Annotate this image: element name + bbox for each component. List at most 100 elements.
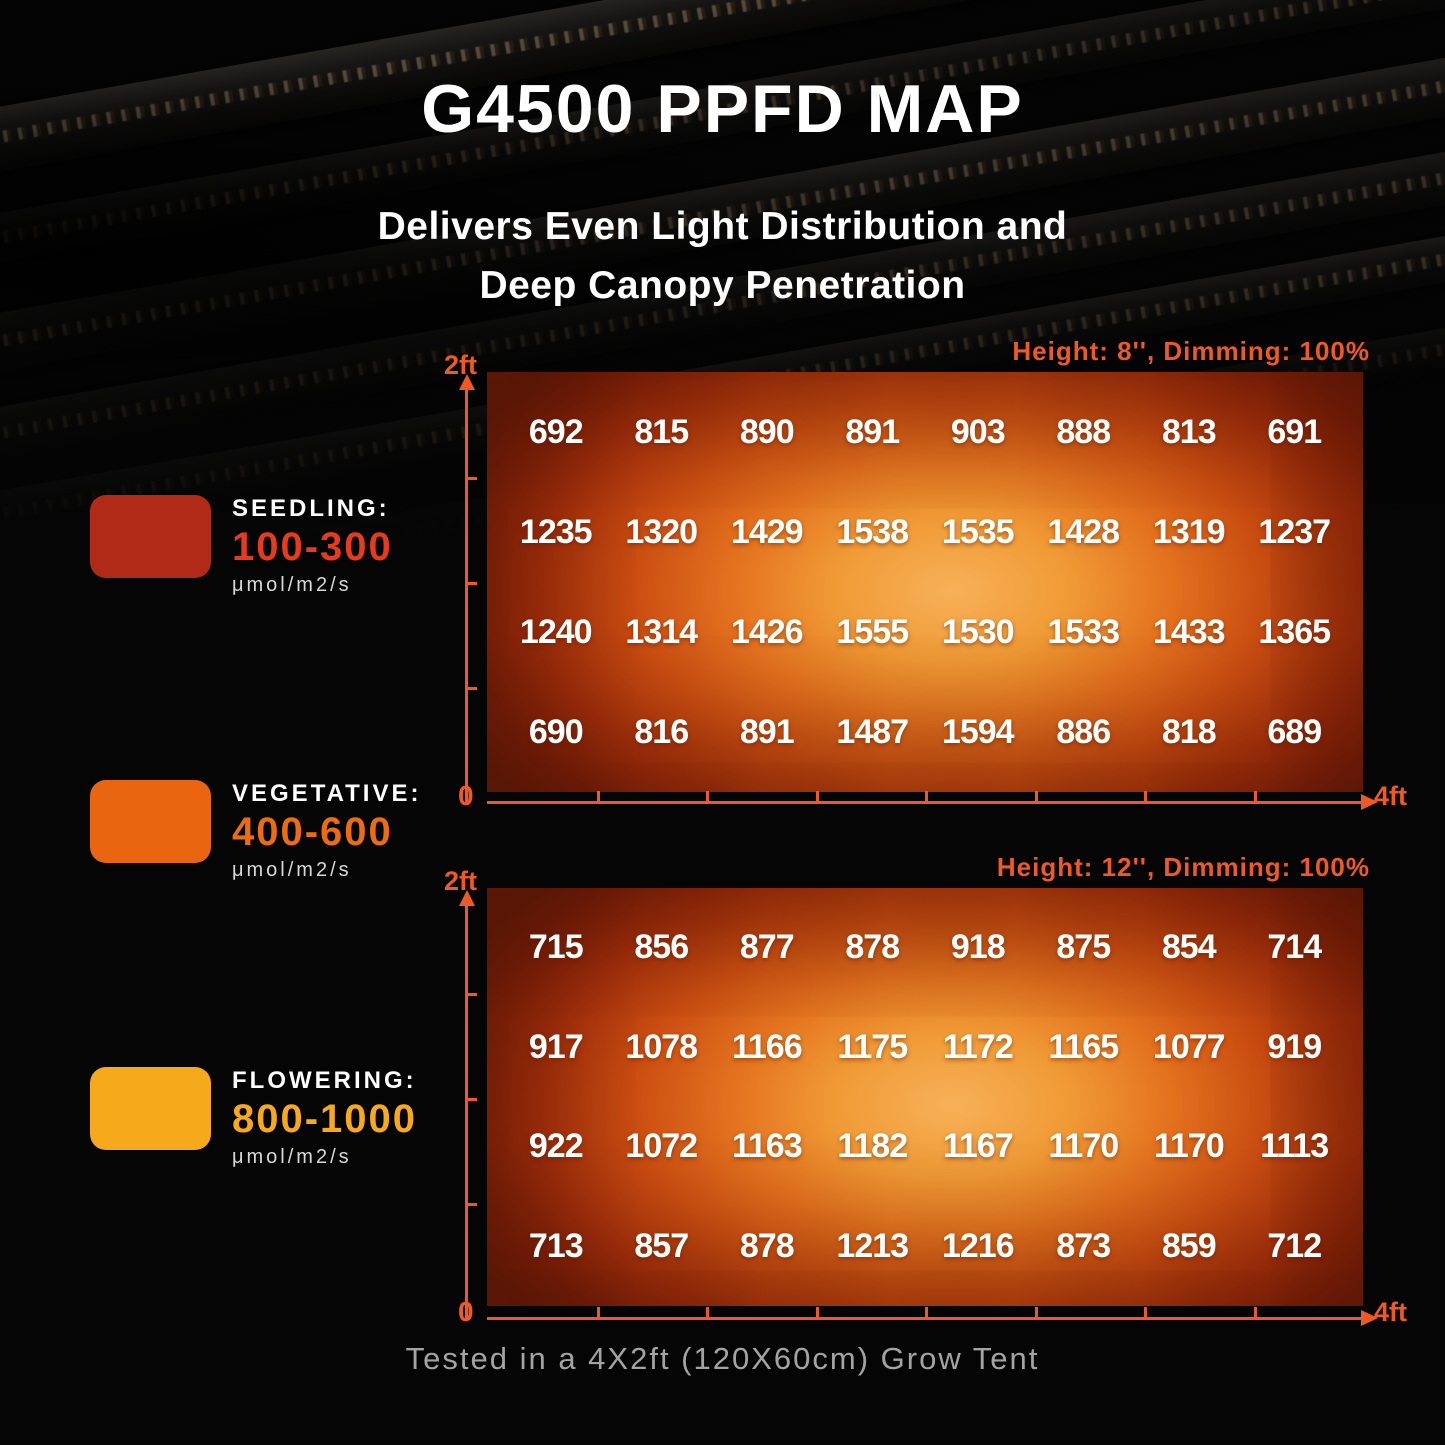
legend-text-block: VEGETATIVE: 400-600 μmol/m2/s: [232, 780, 421, 882]
x-axis-tick: [815, 1307, 819, 1318]
chart-condition-label: Height: 8'', Dimming: 100%: [1012, 336, 1370, 366]
x-axis-max-label: 4ft: [1374, 1297, 1407, 1327]
x-axis-tick: [925, 791, 928, 802]
ppfd-value: 1530: [941, 612, 1015, 651]
ppfd-value: 690: [528, 712, 584, 751]
ppfd-value: 1535: [941, 512, 1015, 551]
ppfd-value: 1555: [836, 612, 909, 651]
y-axis-tick: [465, 993, 477, 996]
legend-range-value: 800-1000: [232, 1097, 418, 1141]
ppfd-value: 1240: [519, 612, 593, 651]
ppfd-value: 1594: [941, 712, 1015, 751]
ppfd-value: 1538: [836, 512, 909, 551]
x-axis-line: [487, 1310, 1378, 1326]
ppfd-value: 1533: [1047, 612, 1120, 651]
ppfd-value: 714: [1267, 928, 1322, 967]
ppfd-value: 886: [1056, 712, 1111, 751]
legend-unit-label: μmol/m2/s: [232, 859, 352, 881]
x-axis-tick: [596, 1307, 600, 1318]
heatmap-area: 692 815 890 891 903 888 813 691 1235 1320 1429 1538…: [487, 372, 1363, 792]
x-axis-tick: [1144, 791, 1147, 802]
legend-stage-label: VEGETATIVE:: [232, 780, 422, 807]
ppfd-value: 713: [528, 1226, 584, 1265]
x-axis-tick: [815, 791, 819, 802]
ppfd-value: 1487: [836, 712, 909, 751]
ppfd-value: 891: [739, 712, 795, 751]
ppfd-value: 1426: [730, 612, 804, 651]
ppfd-value: 1182: [837, 1127, 908, 1166]
y-axis-line: [459, 374, 475, 804]
ppfd-value: 856: [634, 928, 689, 967]
ppfd-value: 1170: [1153, 1127, 1225, 1166]
ppfd-heatmap-12in: Height: 12'', Dimming: 100% 2ft 0 4ft 71…: [420, 846, 1430, 1351]
heatmap-area: 715 856 877 878 918 875 854 714 917 1078 1166 1175 1…: [487, 888, 1363, 1306]
legend-item-vegetative: VEGETATIVE: 400-600 μmol/m2/s: [90, 780, 421, 882]
ppfd-value: 917: [528, 1027, 584, 1066]
ppfd-value: 859: [1161, 1226, 1217, 1265]
ppfd-value: 1365: [1258, 612, 1331, 651]
ppfd-value: 903: [950, 412, 1006, 451]
legend-item-seedling: SEEDLING: 100-300 μmol/m2/s: [90, 495, 393, 597]
test-condition-note: Tested in a 4X2ft (120X60cm) Grow Tent: [405, 1341, 1040, 1376]
ppfd-value: 818: [1161, 712, 1217, 751]
ppfd-value: 1216: [941, 1226, 1015, 1265]
legend-unit-label: μmol/m2/s: [232, 1146, 352, 1168]
y-axis-line: [459, 890, 475, 1320]
ppfd-value: 1170: [1048, 1127, 1119, 1166]
legend-range-value: 400-600: [232, 810, 393, 854]
ppfd-value-grid: 715 856 877 878 918 875 854 714 917 1078 1166 1175 1…: [487, 888, 1363, 1306]
ppfd-value: 1429: [730, 512, 804, 551]
ppfd-value: 1072: [625, 1127, 698, 1166]
flowering-color-swatch: [90, 1067, 211, 1150]
ppfd-value: 813: [1161, 412, 1217, 451]
x-axis-tick: [1253, 1307, 1257, 1318]
legend-stage-label: FLOWERING:: [232, 1067, 417, 1094]
ppfd-value: 875: [1056, 928, 1111, 967]
x-axis-tick: [706, 791, 709, 802]
x-axis-tick: [1034, 1307, 1038, 1318]
x-axis-tick: [1253, 791, 1257, 802]
page-subtitle: Delivers Even Light Distribution and Dee…: [0, 198, 1445, 315]
legend-text-block: FLOWERING: 800-1000 μmol/m2/s: [232, 1067, 417, 1169]
ppfd-value: 918: [950, 928, 1006, 967]
x-axis-max-label: 4ft: [1374, 781, 1407, 811]
x-axis-tick: [925, 1307, 928, 1318]
y-axis-tick: [465, 477, 477, 480]
ppfd-value-grid: 692 815 890 891 903 888 813 691 1235 1320 1429 1538…: [487, 372, 1363, 792]
ppfd-value: 1165: [1048, 1027, 1119, 1066]
ppfd-value: 1237: [1258, 512, 1331, 551]
x-axis-tick: [706, 1307, 709, 1318]
legend-range-value: 100-300: [232, 525, 393, 569]
ppfd-value: 1163: [731, 1127, 803, 1166]
x-axis-arrow-icon: [1361, 1310, 1378, 1326]
ppfd-value: 854: [1161, 928, 1217, 967]
ppfd-value: 1213: [836, 1226, 909, 1265]
y-axis-tick: [465, 687, 477, 690]
legend-item-flowering: FLOWERING: 800-1000 μmol/m2/s: [90, 1067, 417, 1169]
ppfd-heatmap-8in: Height: 8'', Dimming: 100% 2ft 0 4ft 692…: [420, 330, 1430, 835]
ppfd-value: 692: [528, 412, 584, 451]
ppfd-value: 857: [634, 1226, 689, 1265]
ppfd-value: 1167: [942, 1127, 1014, 1166]
ppfd-value: 815: [634, 412, 689, 451]
page-title: G4500 PPFD MAP: [421, 71, 1024, 147]
ppfd-value: 1077: [1152, 1027, 1226, 1066]
ppfd-value: 1314: [625, 612, 698, 651]
x-axis-line: [487, 794, 1378, 810]
x-axis-arrow-icon: [1361, 794, 1378, 810]
ppfd-value: 691: [1267, 412, 1322, 451]
vegetative-color-swatch: [90, 780, 211, 863]
ppfd-value: 816: [634, 712, 689, 751]
ppfd-value: 1433: [1152, 612, 1226, 651]
ppfd-value: 877: [739, 928, 795, 967]
ppfd-value: 1428: [1047, 512, 1120, 551]
ppfd-value: 1319: [1152, 512, 1226, 551]
subtitle-line-1: Delivers Even Light Distribution and: [377, 205, 1068, 248]
ppfd-value: 890: [739, 412, 795, 451]
y-axis-tick: [465, 582, 477, 585]
y-axis-arrow-icon: [459, 890, 475, 906]
chart-condition-label: Height: 12'', Dimming: 100%: [996, 852, 1370, 882]
x-axis-tick: [1034, 791, 1038, 802]
ppfd-value: 878: [845, 928, 900, 967]
y-axis-tick: [465, 1098, 477, 1101]
